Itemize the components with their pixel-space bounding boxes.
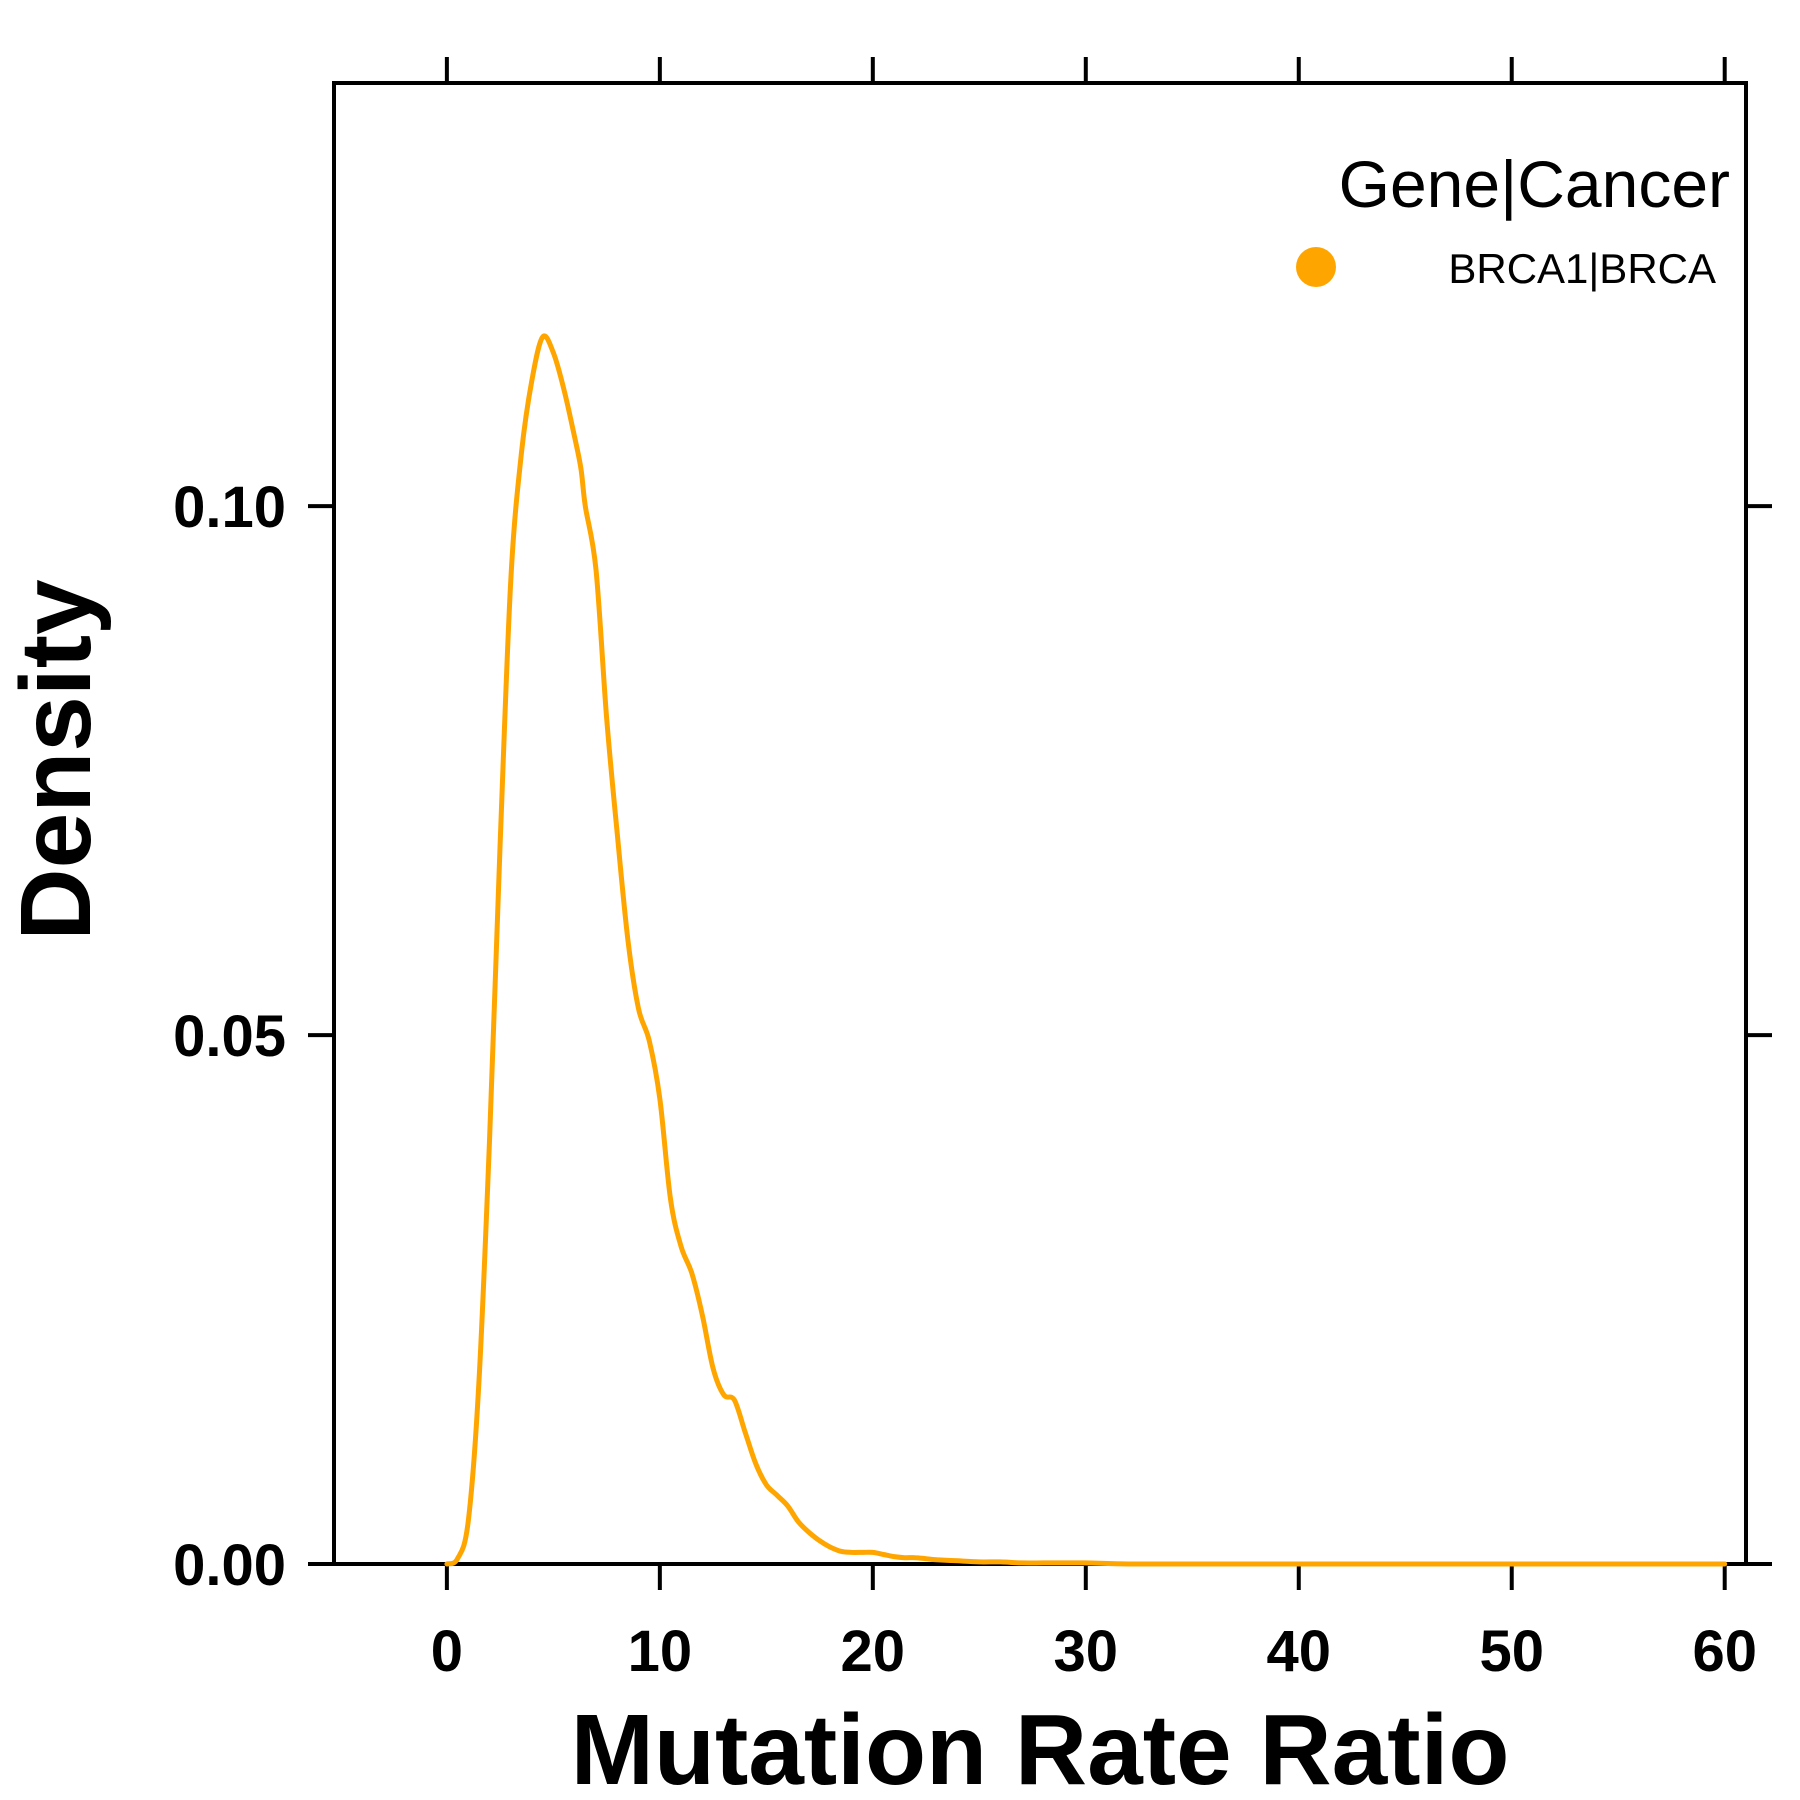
x-axis-title: Mutation Rate Ratio [571, 1694, 1510, 1800]
x-tick-label: 30 [1054, 1619, 1119, 1684]
x-tick-label: 20 [841, 1619, 906, 1684]
y-tick-label: 0.05 [173, 1004, 286, 1069]
x-tick-label: 0 [431, 1619, 463, 1684]
legend-title: Gene|Cancer [1339, 147, 1730, 221]
legend: Gene|Cancer BRCA1|BRCA [1296, 147, 1730, 292]
x-tick-label: 10 [628, 1619, 693, 1684]
x-tick-label: 60 [1692, 1619, 1757, 1684]
y-axis-title: Density [0, 579, 112, 941]
y-tick-label: 0.00 [173, 1533, 286, 1598]
x-tick-label: 50 [1479, 1619, 1544, 1684]
legend-label-brca1-brca: BRCA1|BRCA [1448, 245, 1716, 292]
plot-frame [332, 81, 1748, 1566]
density-line-brca1-brca [444, 333, 1728, 1567]
x-tick-label: 40 [1267, 1619, 1332, 1684]
y-tick-label: 0.10 [173, 475, 286, 540]
legend-marker-brca1-brca [1296, 247, 1336, 287]
x-axis: 0 10 20 30 40 50 60 [431, 57, 1757, 1684]
y-axis: 0.00 0.05 0.10 [173, 475, 1772, 1598]
